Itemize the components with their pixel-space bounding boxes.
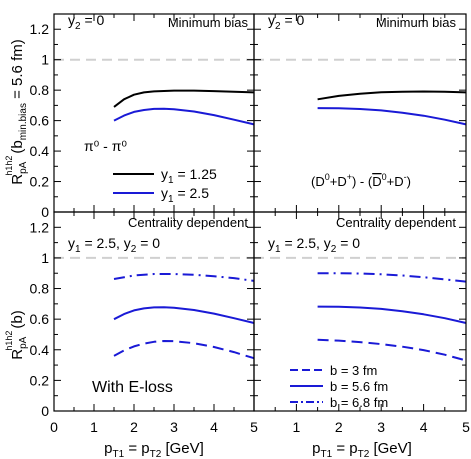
x-tick-label-right: 4 (420, 419, 428, 435)
x-tick-label-left: 0 (50, 419, 58, 435)
x-tick-label-left: 4 (210, 419, 218, 435)
panel-frame-top-left (53, 13, 255, 213)
y-tick-label: 0.8 (30, 82, 50, 98)
series-line-bottom-left-b-=-5.6-fm (113, 306, 255, 324)
bottom-left-title: Centrality dependent (128, 215, 248, 230)
x-tick-label-right: 5 (462, 419, 470, 435)
series-line-bottom-right-b-=-6.8-fm (317, 272, 467, 283)
series-line-bottom-right-b-=-3-fm (317, 338, 467, 362)
top-right-condition: y2 = 0 (268, 12, 305, 32)
y-tick-label: 0 (41, 204, 49, 220)
bottom-right-condition: y1 = 2.5, y2 = 0 (268, 235, 360, 255)
y-tick-label: 1.2 (30, 21, 50, 37)
series-line-bottom-right-b-=-5.6-fm (317, 305, 467, 324)
y-tick-label: 0.4 (30, 143, 50, 159)
y-tick-label: 0.2 (30, 174, 50, 190)
y-tick-label: 0.4 (30, 342, 50, 358)
y-tick-label: 1.2 (30, 219, 50, 235)
y-tick-label: 0.6 (30, 113, 50, 129)
top-left-legend: y1 = 1.25 y1 = 2.5 (113, 166, 217, 205)
top-left-process-label: π⁰ - π⁰ (84, 138, 127, 154)
x-tick-label-left: 1 (90, 419, 98, 435)
series-line-bottom-left-b-=-3-fm (113, 340, 255, 360)
x-tick-label-left: 5 (250, 419, 258, 435)
legend-label-y1-2.5: y1 = 2.5 (161, 185, 209, 205)
top-left-condition: y2 = 0 (68, 12, 105, 32)
series-line-top-left-y1-=-1.25 (113, 89, 255, 108)
tick-labels: 00.20.40.60.811.200.20.40.60.811.20 1 2 3 4 5… (30, 21, 471, 435)
legend-label-b-6.8fm: b = 6.8 fm (330, 395, 388, 410)
x-tick-label-right: 2 (335, 419, 343, 435)
x-axis-label-left: pT1 = pT2 [GeV] (104, 440, 204, 459)
legend-label-y1-1.25: y1 = 1.25 (161, 166, 217, 186)
y-tick-label: 0.2 (30, 372, 50, 388)
series-line-top-left-y1-=-2.5 (113, 107, 255, 126)
y-tick-label: 0.6 (30, 311, 50, 327)
bottom-left-annotation: With E-loss (92, 379, 173, 396)
bottom-right-title: Centrality dependent (336, 215, 456, 230)
x-tick-label-right: 3 (377, 419, 385, 435)
x-tick-label-left: 2 (130, 419, 138, 435)
tick-marks (53, 13, 467, 412)
legend-label-b-3fm: b = 3 fm (330, 363, 377, 378)
bottom-left-condition: y1 = 2.5, y2 = 0 (68, 235, 160, 255)
top-right-title: Minimum bias (376, 15, 457, 30)
y-axis-label-bottom: RpAh1h2(b) (4, 310, 29, 359)
top-right-process-label: (D0+D+) - (D0+D-) (311, 172, 411, 189)
y-tick-label: 1 (41, 250, 49, 266)
series-line-top-right-D-blue (317, 107, 467, 126)
y-tick-label: 0.8 (30, 281, 50, 297)
y-axis-label-top: RpAh1h2(bmin.bias = 5.6 fm) (4, 39, 29, 184)
x-axis-label-right: pT1 = pT2 [GeV] (312, 440, 412, 459)
series-lines (113, 89, 467, 362)
y-tick-label: 1 (41, 52, 49, 68)
x-tick-label-right: 1 (293, 419, 301, 435)
x-tick-label-left: 3 (170, 419, 178, 435)
bottom-right-legend: b = 3 fm b = 5.6 fm b = 6.8 fm (290, 363, 388, 410)
legend-label-b-5.6fm: b = 5.6 fm (330, 379, 388, 394)
top-left-title: Minimum bias (168, 15, 249, 30)
series-line-bottom-left-b-=-6.8-fm (113, 273, 255, 282)
y-tick-label: 0 (41, 403, 49, 419)
reference-lines (54, 58, 466, 259)
series-line-top-right-D-black (317, 90, 467, 101)
